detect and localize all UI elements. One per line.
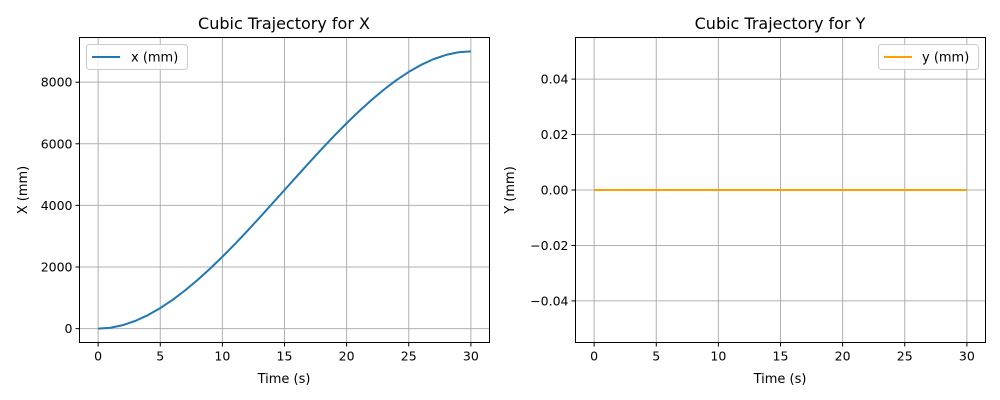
ticks: 0 5 10 15 20 25 30 −0.04 −0.02 0.00 0.02 0.04 xyxy=(530,72,975,364)
x-tick-label: 20 xyxy=(339,349,355,364)
y-tick-label: −0.04 xyxy=(530,293,568,308)
y-tick-label: 8000 xyxy=(41,75,73,90)
ticks: 0 5 10 15 20 25 30 0 2000 4000 6000 8000 xyxy=(41,75,479,364)
x-tick-label: 15 xyxy=(277,349,293,364)
plot-frame xyxy=(79,37,490,343)
series-line-0 xyxy=(98,50,471,330)
x-axis-label: Time (s) xyxy=(753,372,807,387)
x-axis-label: Time (s) xyxy=(257,372,311,387)
y-axis-label: X (mm) xyxy=(16,166,31,215)
x-tick-label: 5 xyxy=(156,349,164,364)
legend-label: x (mm) xyxy=(131,51,178,66)
legend-box xyxy=(878,44,979,70)
y-tick-label: −0.02 xyxy=(530,238,568,253)
y-tick-label: 0.00 xyxy=(541,183,569,198)
y-axis-label: Y (mm) xyxy=(503,166,518,215)
y-tick-label: 2000 xyxy=(41,260,73,275)
y-tick-label: 6000 xyxy=(41,136,73,151)
x-tick-label: 30 xyxy=(463,349,479,364)
x-tick-label: 15 xyxy=(773,349,789,364)
x-tick-label: 0 xyxy=(94,349,102,364)
chart-y-trajectory: Cubic Trajectory for Y Time (s) Y (mm) 0… xyxy=(503,14,986,387)
legend-label: y (mm) xyxy=(922,51,969,66)
x-tick-label: 5 xyxy=(652,349,660,364)
x-tick-label: 0 xyxy=(590,349,598,364)
y-tick-label: 0 xyxy=(65,321,73,336)
y-tick-label: 4000 xyxy=(41,198,73,213)
x-tick-label: 10 xyxy=(214,349,230,364)
y-tick-label: 0.02 xyxy=(541,127,569,142)
x-tick-label: 10 xyxy=(710,349,726,364)
chart-x-trajectory: Cubic Trajectory for X Time (s) X (mm) 0… xyxy=(16,14,490,387)
chart-title: Cubic Trajectory for Y xyxy=(695,14,866,33)
y-tick-label: 0.04 xyxy=(541,72,569,87)
grid-lines xyxy=(79,37,490,343)
legend: x (mm) xyxy=(86,44,188,70)
chart-title: Cubic Trajectory for X xyxy=(198,14,370,33)
x-tick-label: 20 xyxy=(835,349,851,364)
plot-frame xyxy=(575,37,986,343)
series-layer xyxy=(98,50,471,330)
x-tick-label: 25 xyxy=(897,349,913,364)
x-tick-label: 30 xyxy=(959,349,975,364)
legend: y (mm) xyxy=(878,44,979,70)
x-tick-label: 25 xyxy=(401,349,417,364)
legend-box xyxy=(86,44,188,70)
